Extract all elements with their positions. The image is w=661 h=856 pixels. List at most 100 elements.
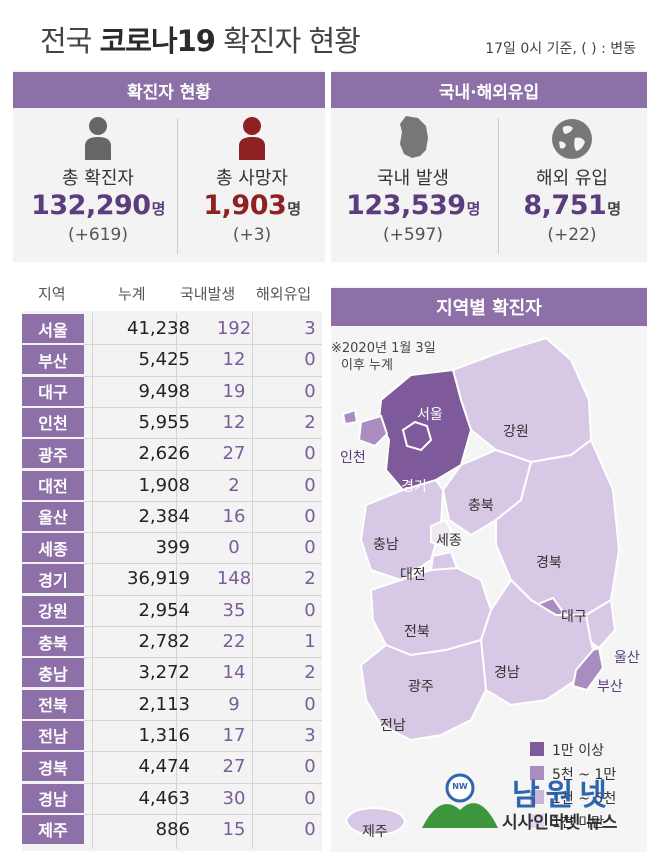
map-label-chungbuk: 충북 xyxy=(468,498,494,514)
map-label-busan: 부산 xyxy=(597,679,623,695)
domestic-cell: 192 xyxy=(216,318,252,339)
page-title: 전국 코로나19 확진자 현황 xyxy=(40,24,361,58)
base-time-note: 17일 0시 기준, ( ) : 변동 xyxy=(485,41,636,57)
total-cell: 3,272 xyxy=(138,662,190,684)
total-cell: 2,384 xyxy=(138,505,190,527)
domestic-cell: 30 xyxy=(222,787,246,809)
overseas-cell: 2 xyxy=(304,662,316,684)
table-row: 대전 1,908 2 0 xyxy=(22,470,320,501)
overseas-cell: 0 xyxy=(304,787,316,809)
map-label-sejong: 세종 xyxy=(436,533,462,549)
map-label-seoul: 서울 xyxy=(417,407,443,423)
overseas-cell: 0 xyxy=(304,818,316,840)
logo-name: 남원넷 xyxy=(512,778,613,813)
domestic-stat: 국내 발생 123,539명 (+597) xyxy=(338,112,488,245)
region-label: 경기 xyxy=(22,564,84,594)
korea-map-icon xyxy=(400,116,428,158)
map-note-line: 이후 누계 xyxy=(341,358,393,373)
overseas-cell: 2 xyxy=(304,411,316,433)
divider xyxy=(84,344,322,346)
region-busan xyxy=(571,646,605,692)
table-row: 서울 41,238 192 3 xyxy=(22,313,320,344)
legend-swatch xyxy=(530,766,544,780)
divider xyxy=(84,500,322,502)
legend-label: 1천 ~ 5천 xyxy=(552,791,617,807)
total-cases-label: 총 확진자 xyxy=(62,168,134,189)
map-label-gyeonggi: 경기 xyxy=(401,479,427,495)
divider xyxy=(252,313,253,849)
map-label-daejeon: 대전 xyxy=(400,567,426,583)
region-label: 부산 xyxy=(22,345,84,375)
col-header-region: 지역 xyxy=(38,285,66,303)
table-row: 제주 886 15 0 xyxy=(22,814,320,845)
map-label-jeju: 제주 xyxy=(362,824,388,840)
map-label-gangwon: 강원 xyxy=(503,424,529,440)
table-row: 경북 4,474 27 0 xyxy=(22,751,320,782)
table-row: 전북 2,113 9 0 xyxy=(22,689,320,720)
overseas-cell: 0 xyxy=(304,693,316,715)
korea-region-map xyxy=(341,336,621,837)
legend-swatch xyxy=(530,790,544,804)
region-label: 전남 xyxy=(22,720,84,750)
total-cases-change: (+619) xyxy=(68,225,128,245)
col-header-total: 누계 xyxy=(118,285,146,303)
table-row: 울산 2,384 16 0 xyxy=(22,501,320,532)
region-seoul xyxy=(401,420,433,452)
region-label: 대전 xyxy=(22,470,84,500)
region-label: 충북 xyxy=(22,627,84,656)
divider xyxy=(84,657,322,659)
divider xyxy=(84,375,322,377)
table-row: 경남 4,463 30 0 xyxy=(22,783,320,814)
region-label: 제주 xyxy=(22,814,84,844)
table-row: 세종 399 0 0 xyxy=(22,532,320,563)
domestic-cell: 0 xyxy=(228,537,240,559)
total-cell: 1,316 xyxy=(138,724,190,746)
total-cell: 4,474 xyxy=(138,756,190,778)
table-row: 인천 5,955 12 2 xyxy=(22,407,320,438)
domestic-cell: 148 xyxy=(216,568,252,590)
region-label: 울산 xyxy=(22,501,84,531)
region-jeju xyxy=(344,806,407,837)
overseas-cell: 0 xyxy=(304,756,316,778)
region-gangwon xyxy=(451,336,593,464)
region-label: 세종 xyxy=(22,533,84,563)
person-icon xyxy=(85,117,111,160)
overseas-value: 8,751명 xyxy=(523,190,621,221)
domestic-cell: 22 xyxy=(222,631,246,652)
overseas-cell: 0 xyxy=(304,599,316,621)
divider xyxy=(84,719,322,721)
col-header-domestic: 국내발생 xyxy=(180,285,236,303)
map-label-jeonbuk: 전북 xyxy=(404,624,430,640)
region-label: 경북 xyxy=(22,752,84,782)
divider xyxy=(84,563,322,565)
region-label: 대구 xyxy=(22,376,84,406)
col-header-overseas: 해외유입 xyxy=(256,285,312,303)
legend-swatch xyxy=(530,742,544,756)
domestic-cell: 9 xyxy=(228,693,240,715)
site-logo: NW 남원넷 시사인터넷 뉴스 xyxy=(420,770,650,840)
total-deaths-label: 총 사망자 xyxy=(216,168,288,189)
overseas-cell: 0 xyxy=(304,443,316,465)
total-cell: 4,463 xyxy=(138,787,190,809)
total-cell: 399 xyxy=(155,537,190,559)
region-label: 인천 xyxy=(22,407,84,437)
total-cell: 5,425 xyxy=(138,349,190,371)
divider xyxy=(84,406,322,408)
map-label-daegu: 대구 xyxy=(561,609,587,625)
total-cell: 41,238 xyxy=(127,318,190,339)
region-jeonnam xyxy=(359,638,488,742)
region-label: 강원 xyxy=(22,595,84,625)
map-label-ulsan: 울산 xyxy=(614,650,640,666)
total-cell: 2,626 xyxy=(138,443,190,465)
overseas-change: (+22) xyxy=(547,225,597,245)
overseas-cell: 0 xyxy=(304,380,316,402)
domestic-cell: 2 xyxy=(228,474,240,496)
region-label: 경남 xyxy=(22,783,84,813)
region-sejong xyxy=(430,518,455,548)
map-label-jeonnam: 전남 xyxy=(380,718,406,734)
domestic-cell: 12 xyxy=(222,349,246,371)
domestic-cell: 35 xyxy=(222,599,246,621)
divider xyxy=(92,313,93,849)
legend-label: 1만 이상 xyxy=(552,743,604,759)
total-cases-value: 132,290명 xyxy=(31,190,165,221)
